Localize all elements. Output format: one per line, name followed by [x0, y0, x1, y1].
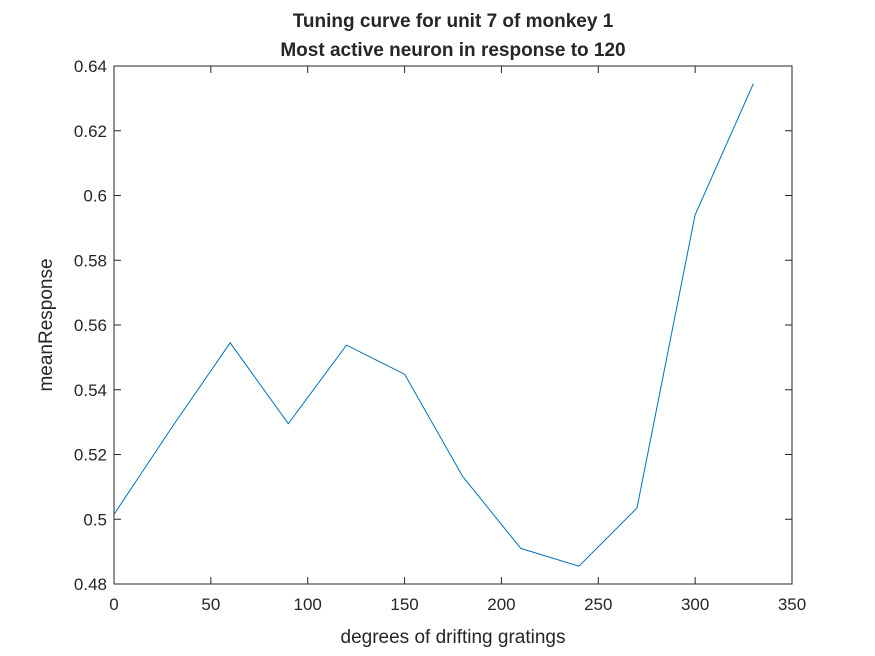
x-tick-label: 300 — [681, 595, 709, 614]
chart-title-line-1: Tuning curve for unit 7 of monkey 1 — [293, 11, 614, 32]
y-tick-label: 0.56 — [74, 316, 107, 335]
x-tick-label: 250 — [584, 595, 612, 614]
y-tick-label: 0.5 — [83, 510, 107, 529]
axes-box — [113, 65, 793, 585]
y-axis-label: meanResponse — [36, 258, 57, 391]
y-tick-label: 0.52 — [74, 446, 107, 465]
y-tick-label: 0.6 — [83, 187, 107, 206]
y-tick-label: 0.64 — [74, 57, 107, 76]
x-tick-label: 350 — [778, 595, 806, 614]
x-tick-label: 50 — [201, 595, 220, 614]
x-tick-label: 100 — [294, 595, 322, 614]
y-tick-label: 0.58 — [74, 251, 107, 270]
x-tick-label: 150 — [390, 595, 418, 614]
x-tick-label: 0 — [109, 595, 118, 614]
y-tick-label: 0.54 — [74, 381, 107, 400]
x-axis-label: degrees of drifting gratings — [341, 627, 566, 648]
chart-title-line-2: Most active neuron in response to 120 — [280, 40, 625, 61]
series-line-mean-response — [113, 83, 754, 567]
y-axis-ticks: 0.48 0.5 0.52 0.54 0.56 0.58 0.6 0.62 0.64 — [74, 57, 792, 594]
x-tick-label: 200 — [487, 595, 515, 614]
y-tick-label: 0.62 — [74, 122, 107, 141]
y-tick-label: 0.48 — [74, 575, 107, 594]
plot-area — [114, 66, 792, 584]
x-axis-ticks: 0 50 100 150 200 250 300 350 — [109, 66, 806, 614]
